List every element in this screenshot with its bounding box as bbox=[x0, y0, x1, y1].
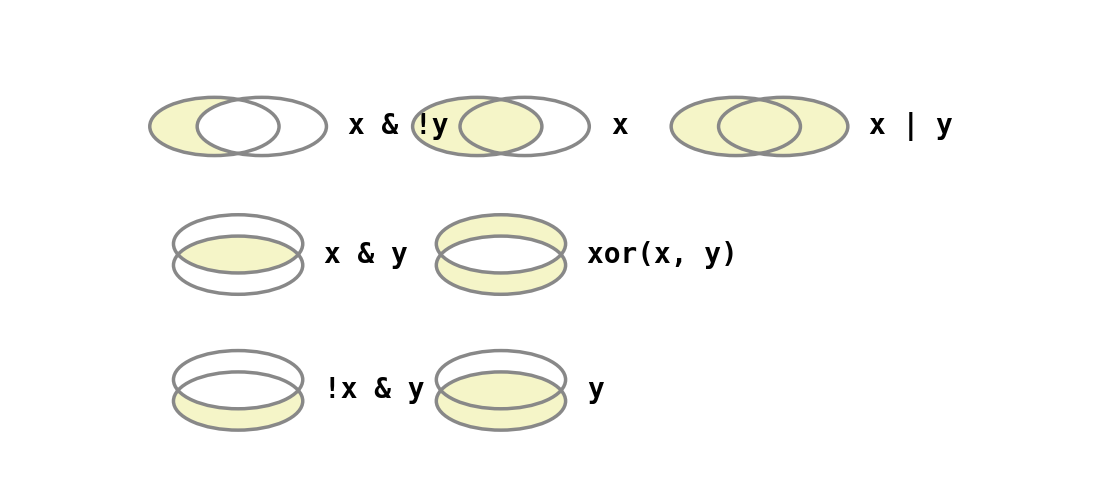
Text: y: y bbox=[587, 376, 604, 404]
Ellipse shape bbox=[436, 215, 566, 273]
Text: x | y: x | y bbox=[870, 112, 953, 141]
Text: xor(x, y): xor(x, y) bbox=[587, 240, 738, 269]
Ellipse shape bbox=[150, 97, 279, 156]
Ellipse shape bbox=[436, 372, 566, 430]
Text: x & y: x & y bbox=[325, 240, 408, 269]
Ellipse shape bbox=[150, 97, 279, 156]
Text: x & !y: x & !y bbox=[348, 112, 448, 141]
Ellipse shape bbox=[173, 372, 302, 430]
Ellipse shape bbox=[672, 97, 801, 156]
Ellipse shape bbox=[173, 215, 302, 273]
Ellipse shape bbox=[436, 236, 566, 294]
Ellipse shape bbox=[173, 372, 302, 430]
Ellipse shape bbox=[413, 97, 542, 156]
Text: x: x bbox=[610, 112, 627, 141]
Ellipse shape bbox=[718, 97, 847, 156]
Ellipse shape bbox=[436, 215, 566, 273]
Text: !x & y: !x & y bbox=[325, 376, 425, 404]
